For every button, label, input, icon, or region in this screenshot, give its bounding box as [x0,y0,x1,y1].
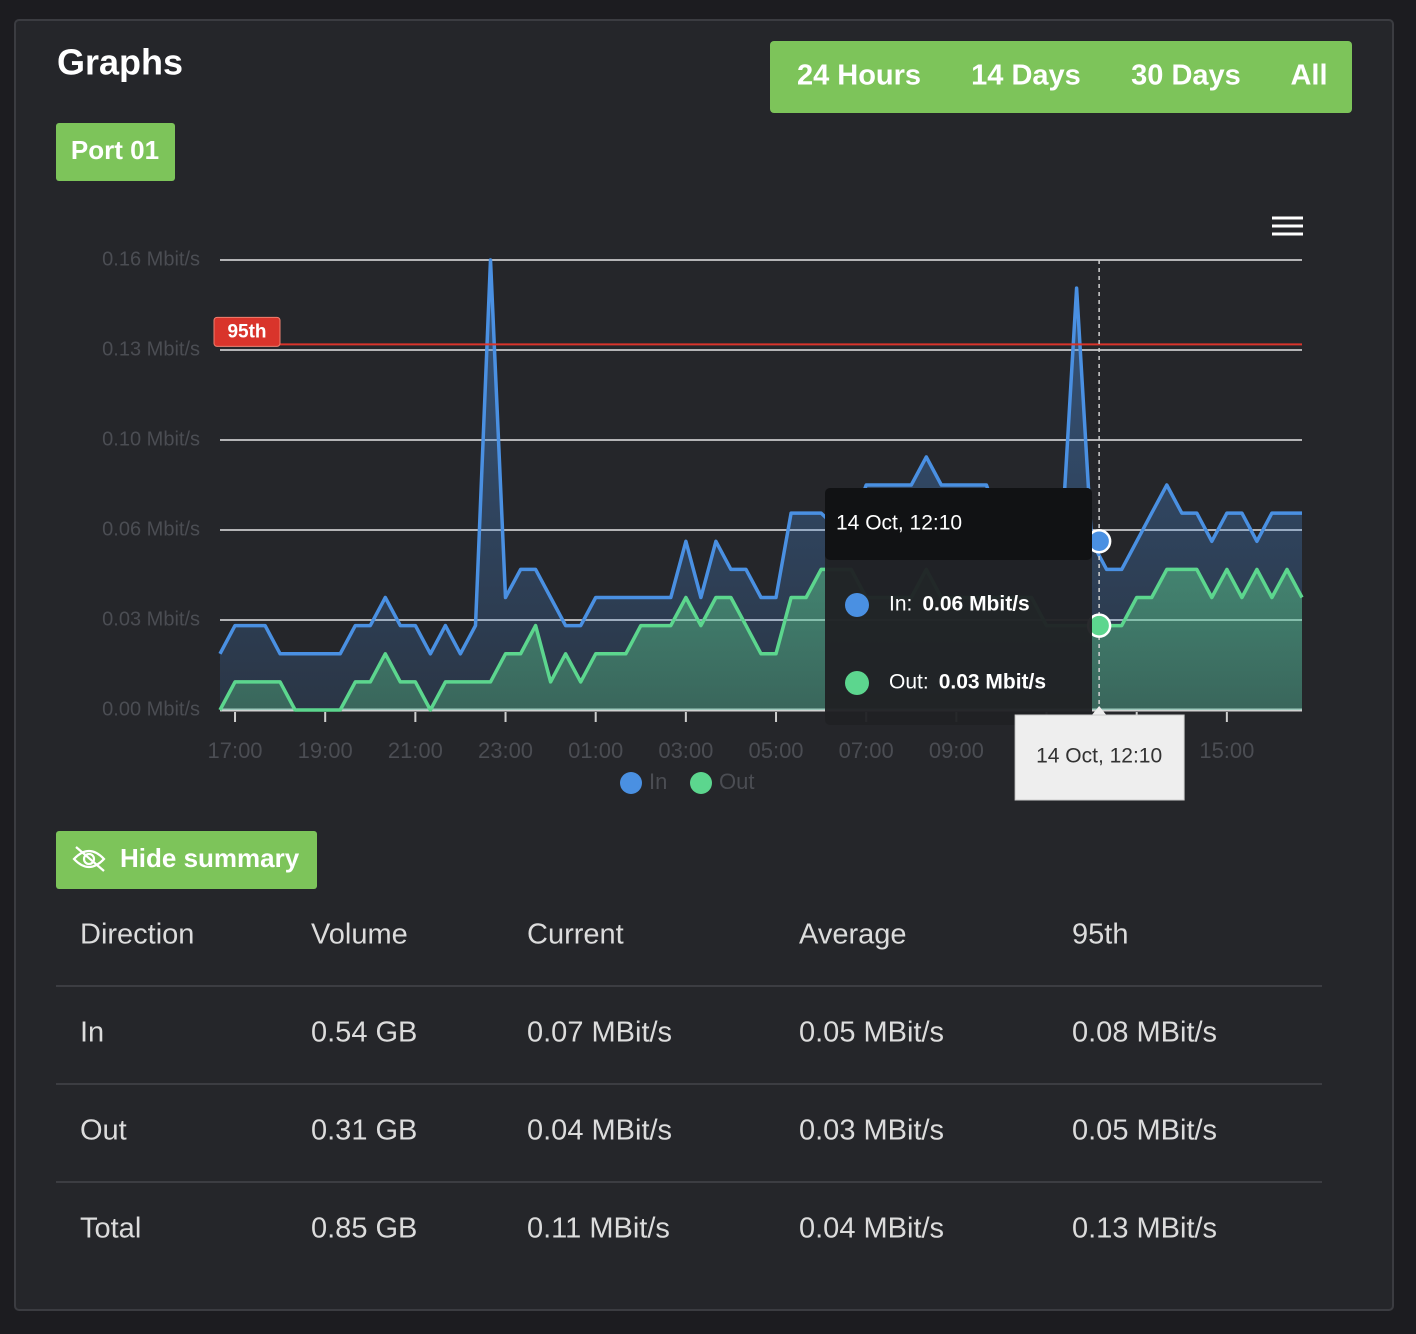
x-tick-label: 01:00 [568,738,623,763]
hide-summary-button[interactable] [56,831,317,889]
crosshair-label-box [1014,714,1185,801]
table-cell: 0.05 MBit/s [799,1017,944,1049]
x-tick-label: 15:00 [1199,738,1254,763]
port-label[interactable]: Port 01 [71,135,159,165]
y-tick-label: 0.13 Mbit/s [102,338,200,360]
tooltip-item-label: In: [889,593,912,616]
legend-label: Out [719,769,754,794]
table-cell: 0.08 MBit/s [1072,1017,1217,1049]
legend-marker [620,772,642,794]
x-tick-label: 05:00 [748,738,803,763]
x-tick-label: 23:00 [478,738,533,763]
tooltip-item-value: 0.03 Mbit/s [939,671,1046,694]
column-header: 95th [1072,919,1128,951]
tooltip-header [825,488,1092,560]
chart: 0.00 Mbit/s 0.03 Mbit/s 0.06 Mbit/s 0.10 Mb… [102,248,1304,801]
x-tick-label: 09:00 [929,738,984,763]
legend-label: In [649,769,667,794]
port-button[interactable] [56,123,175,181]
series-line [218,567,1304,712]
table-cell: Out [80,1115,127,1147]
summary-table: Direction Volume Current Average 95th In 0.54 … [56,919,1322,1245]
table-cell: 0.07 MBit/s [527,1017,672,1049]
x-tick-label: 21:00 [388,738,443,763]
hide-summary-label[interactable]: Hide summary [120,843,300,873]
table-cell: 0.13 MBit/s [1072,1213,1217,1245]
column-header: Volume [311,919,408,951]
table-cell: 0.05 MBit/s [1072,1115,1217,1147]
series-line [218,258,1302,656]
crosshair-label: 14 Oct, 12:10 [1036,745,1162,768]
column-header: Direction [80,919,194,951]
menu-icon[interactable] [1272,216,1303,236]
table-cell: 0.31 GB [311,1115,417,1147]
range-button[interactable]: 30 Days [1131,60,1241,92]
legend-marker [690,772,712,794]
table-cell: 0.11 MBit/s [527,1213,670,1245]
table-cell: 0.03 MBit/s [799,1115,944,1147]
x-tick-label: 17:00 [207,738,262,763]
column-header: Average [799,919,907,951]
range-button[interactable]: 14 Days [971,60,1081,92]
tooltip-item-value: 0.06 Mbit/s [922,593,1029,616]
eye-off-icon [72,846,106,872]
percentile-badge [213,316,281,347]
range-button[interactable]: 24 Hours [797,60,921,92]
tooltip-marker [845,671,869,695]
percentile-label: 95th [227,321,266,342]
y-tick-label: 0.00 Mbit/s [102,698,200,720]
y-tick-label: 0.16 Mbit/s [102,248,200,270]
table-cell: 0.04 MBit/s [527,1115,672,1147]
y-tick-label: 0.03 Mbit/s [102,608,200,630]
y-tick-label: 0.06 Mbit/s [102,518,200,540]
table-cell: Total [80,1213,141,1245]
crosshair-label-pointer [1091,706,1108,716]
tooltip-item-label: Out: [889,671,929,694]
table-cell: 0.04 MBit/s [799,1213,944,1245]
x-tick-label: 03:00 [658,738,713,763]
x-tick-label: 19:00 [298,738,353,763]
panel-title: Graphs [57,42,183,83]
range-group [770,41,1352,113]
column-header: Current [527,919,624,951]
table-cell: In [80,1017,104,1049]
y-tick-label: 0.10 Mbit/s [102,428,200,450]
range-button[interactable]: All [1290,60,1327,92]
x-tick-label: 07:00 [839,738,894,763]
tooltip-marker [845,593,869,617]
tooltip-title: 14 Oct, 12:10 [836,512,962,535]
table-cell: 0.85 GB [311,1213,417,1245]
table-cell: 0.54 GB [311,1017,417,1049]
